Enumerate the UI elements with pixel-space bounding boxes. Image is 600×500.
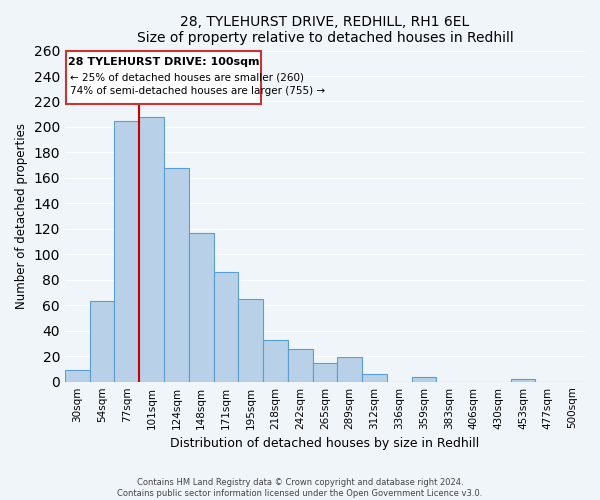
Bar [412,376,436,382]
Bar [313,362,337,382]
Bar [511,379,535,382]
Bar [65,370,89,382]
Text: 28 TYLEHURST DRIVE: 100sqm: 28 TYLEHURST DRIVE: 100sqm [68,57,259,67]
Bar [288,348,313,382]
Title: 28, TYLEHURST DRIVE, REDHILL, RH1 6EL
Size of property relative to detached hous: 28, TYLEHURST DRIVE, REDHILL, RH1 6EL Si… [137,15,514,45]
Bar [214,272,238,382]
Bar [362,374,387,382]
Bar [115,120,139,382]
Text: Contains HM Land Registry data © Crown copyright and database right 2024.
Contai: Contains HM Land Registry data © Crown c… [118,478,482,498]
Bar [164,168,189,382]
Bar [189,232,214,382]
Bar [238,299,263,382]
Bar [337,358,362,382]
Text: 74% of semi-detached houses are larger (755) →: 74% of semi-detached houses are larger (… [70,86,325,97]
Bar [139,117,164,382]
Bar [263,340,288,382]
Y-axis label: Number of detached properties: Number of detached properties [15,123,28,309]
X-axis label: Distribution of detached houses by size in Redhill: Distribution of detached houses by size … [170,437,479,450]
FancyBboxPatch shape [66,50,260,104]
Bar [89,302,115,382]
Text: ← 25% of detached houses are smaller (260): ← 25% of detached houses are smaller (26… [70,72,304,83]
